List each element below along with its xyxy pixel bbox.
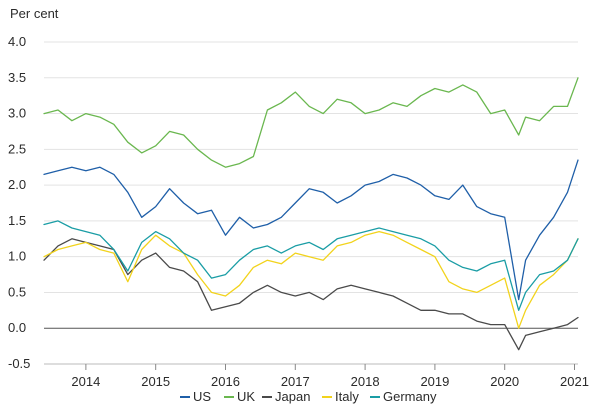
unit-label: Per cent (10, 6, 59, 21)
series-line-italy (43, 230, 579, 329)
y-tick-label: 1.5 (8, 213, 26, 228)
legend-label-us: US (193, 389, 211, 404)
y-tick-label: 3.5 (8, 70, 26, 85)
y-tick-label: 0.5 (8, 284, 26, 299)
series-line-uk (43, 77, 579, 168)
series-line-us (43, 159, 579, 301)
legend-label-uk: UK (237, 389, 255, 404)
y-tick-label: -0.5 (8, 356, 30, 371)
x-tick-label: 2018 (351, 374, 380, 389)
legend: US UK Japan Italy Germany (180, 389, 437, 404)
series-line-japan (43, 238, 579, 351)
y-tick-label: 2.0 (8, 177, 26, 192)
series-line-germany (43, 220, 579, 311)
legend-label-italy: Italy (335, 389, 359, 404)
x-axis-ticks: 2014 2015 2016 2017 2018 2019 2020 2021 (44, 363, 589, 389)
y-axis-ticks: 4.0 3.5 3.0 2.5 2.0 1.5 1.0 0.5 0.0 -0.5 (8, 34, 30, 371)
x-tick-label: 2021 (560, 374, 589, 389)
legend-label-japan: Japan (275, 389, 310, 404)
y-tick-label: 1.0 (8, 249, 26, 264)
y-tick-label: 2.5 (8, 141, 26, 156)
y-tick-label: 3.0 (8, 106, 26, 121)
x-tick-label: 2015 (141, 374, 170, 389)
grid-layer (44, 41, 578, 365)
x-tick-label: 2017 (281, 374, 310, 389)
x-tick-label: 2020 (490, 374, 519, 389)
x-tick-label: 2016 (211, 374, 240, 389)
x-tick-label: 2019 (420, 374, 449, 389)
y-tick-label: 0.0 (8, 320, 26, 335)
legend-label-germany: Germany (383, 389, 437, 404)
x-tick-label: 2014 (71, 374, 100, 389)
series-layer (43, 77, 579, 351)
y-tick-label: 4.0 (8, 34, 26, 49)
